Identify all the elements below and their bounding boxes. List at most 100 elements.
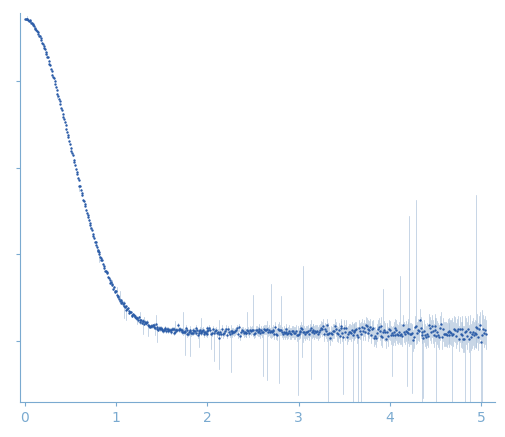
Point: [366, 324, 374, 331]
Point: [254, 328, 262, 335]
Point: [287, 330, 295, 337]
Point: [220, 329, 228, 336]
Point: [409, 336, 417, 343]
Point: [461, 335, 469, 342]
Point: [337, 325, 345, 332]
Point: [39, 41, 47, 48]
Point: [256, 326, 264, 333]
Point: [470, 332, 478, 339]
Point: [28, 21, 36, 28]
Point: [308, 329, 316, 336]
Point: [346, 328, 354, 335]
Point: [462, 327, 470, 334]
Point: [262, 326, 270, 333]
Point: [316, 327, 324, 334]
Point: [277, 327, 285, 334]
Point: [445, 327, 453, 334]
Point: [107, 278, 115, 285]
Point: [313, 328, 321, 335]
Point: [118, 298, 126, 305]
Point: [54, 90, 62, 97]
Point: [240, 329, 248, 336]
Point: [378, 334, 386, 341]
Point: [269, 327, 277, 334]
Point: [174, 321, 182, 328]
Point: [478, 332, 486, 339]
Point: [269, 328, 277, 335]
Point: [282, 329, 290, 336]
Point: [90, 235, 98, 242]
Point: [429, 328, 437, 335]
Point: [302, 328, 310, 335]
Point: [255, 328, 263, 335]
Point: [64, 131, 72, 138]
Point: [463, 332, 471, 339]
Point: [297, 324, 306, 331]
Point: [165, 326, 173, 333]
Point: [86, 222, 94, 229]
Point: [285, 327, 293, 334]
Point: [379, 329, 387, 336]
Point: [299, 329, 308, 336]
Point: [365, 326, 373, 333]
Point: [106, 279, 114, 286]
Point: [82, 207, 90, 214]
Point: [42, 51, 50, 58]
Point: [426, 325, 434, 332]
Point: [451, 326, 459, 333]
Point: [317, 324, 325, 331]
Point: [37, 36, 45, 43]
Point: [475, 326, 483, 333]
Point: [440, 331, 448, 338]
Point: [183, 331, 191, 338]
Point: [398, 333, 406, 340]
Point: [472, 324, 480, 331]
Point: [263, 325, 271, 332]
Point: [204, 327, 212, 334]
Point: [345, 328, 353, 335]
Point: [454, 325, 462, 332]
Point: [465, 335, 473, 342]
Point: [411, 323, 419, 330]
Point: [198, 327, 206, 334]
Point: [271, 323, 279, 330]
Point: [171, 329, 179, 336]
Point: [431, 326, 439, 333]
Point: [97, 256, 106, 263]
Point: [401, 327, 410, 334]
Point: [333, 330, 341, 337]
Point: [115, 295, 123, 302]
Point: [91, 239, 99, 246]
Point: [374, 326, 382, 333]
Point: [393, 330, 401, 337]
Point: [329, 328, 337, 335]
Point: [73, 170, 81, 177]
Point: [104, 269, 112, 276]
Point: [204, 330, 212, 337]
Point: [312, 328, 320, 335]
Point: [177, 326, 185, 333]
Point: [216, 330, 224, 337]
Point: [32, 26, 40, 33]
Point: [384, 333, 392, 340]
Point: [438, 334, 446, 341]
Point: [467, 333, 475, 340]
Point: [99, 260, 107, 267]
Point: [141, 319, 149, 326]
Point: [382, 335, 390, 342]
Point: [92, 241, 100, 248]
Point: [147, 322, 156, 329]
Point: [231, 328, 239, 335]
Point: [178, 328, 186, 335]
Point: [154, 326, 162, 333]
Point: [178, 326, 186, 333]
Point: [71, 162, 79, 169]
Point: [31, 25, 39, 32]
Point: [129, 311, 137, 318]
Point: [28, 19, 36, 26]
Point: [103, 270, 111, 277]
Point: [83, 212, 91, 219]
Point: [457, 331, 465, 338]
Point: [399, 321, 407, 328]
Point: [31, 24, 39, 31]
